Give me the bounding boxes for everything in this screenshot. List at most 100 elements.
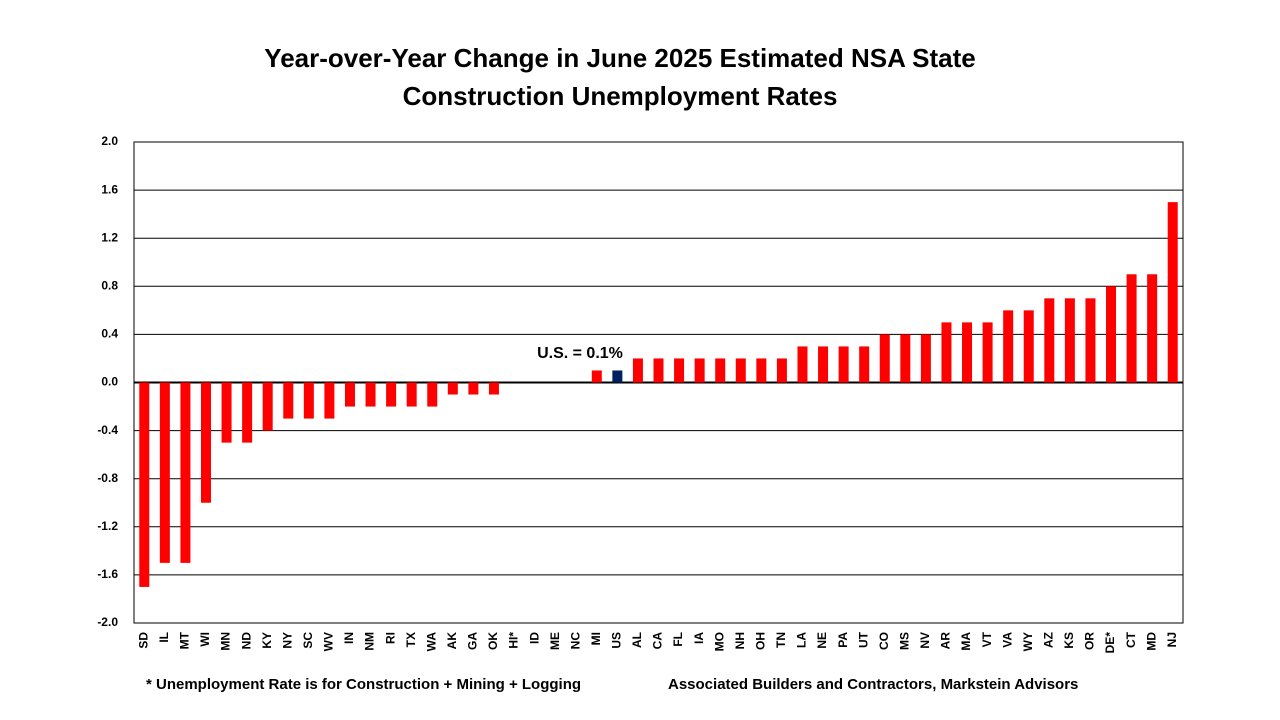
x-tick-label: VA	[1000, 632, 1014, 648]
x-tick-label: AK	[445, 632, 459, 650]
x-tick-label: US	[610, 632, 624, 649]
x-tick-label: WY	[1021, 632, 1035, 651]
bar	[591, 370, 602, 383]
x-tick-label: SC	[301, 632, 315, 649]
x-tick-label: WV	[322, 632, 336, 651]
x-tick-label: NV	[918, 632, 932, 649]
x-tick-label: MI	[589, 632, 603, 645]
x-tick-label: VT	[980, 631, 994, 647]
x-tick-label: NM	[363, 632, 377, 651]
x-tick-label: RI	[383, 632, 397, 644]
x-tick-label: LA	[795, 632, 809, 648]
bar	[365, 382, 376, 407]
bar	[468, 382, 479, 395]
bar	[920, 334, 931, 383]
x-tick-label: ND	[239, 632, 253, 650]
y-tick-label: 0.4	[101, 327, 118, 341]
bar	[262, 382, 273, 431]
bar	[1147, 274, 1158, 383]
x-tick-label: MT	[178, 631, 192, 649]
x-tick-label: ME	[548, 632, 562, 650]
bar	[1106, 286, 1117, 383]
bar	[1003, 310, 1014, 383]
x-tick-label: KY	[260, 632, 274, 649]
x-tick-label: CO	[877, 632, 891, 650]
x-tick-label: AZ	[1041, 632, 1055, 648]
x-tick-label: TN	[774, 632, 788, 648]
x-tick-label: CT	[1124, 631, 1138, 648]
x-tick-label: MO	[712, 632, 726, 651]
bar	[386, 382, 397, 407]
bar	[982, 322, 993, 383]
x-tick-label: WA	[424, 632, 438, 652]
x-tick-label: MA	[959, 632, 973, 651]
y-tick-label: 1.2	[101, 230, 118, 244]
bar	[180, 382, 191, 563]
x-tick-label: OH	[754, 632, 768, 650]
bar	[1023, 310, 1034, 383]
x-tick-label: AR	[939, 632, 953, 650]
x-tick-label: PA	[836, 632, 850, 648]
bar	[1167, 202, 1178, 383]
bar	[735, 358, 746, 383]
y-tick-label: -1.6	[97, 567, 118, 581]
x-tick-label: ID	[527, 632, 541, 644]
bar	[818, 346, 829, 383]
y-tick-label: -0.4	[97, 423, 118, 437]
bar	[653, 358, 664, 383]
x-tick-label: OK	[486, 632, 500, 650]
bar	[242, 382, 253, 443]
x-tick-label: NC	[568, 632, 582, 650]
y-tick-label: 2.0	[101, 134, 118, 148]
bar	[674, 358, 685, 383]
bar	[1085, 298, 1096, 383]
y-tick-label: 1.6	[101, 182, 118, 196]
bar	[159, 382, 170, 563]
bar	[447, 382, 458, 395]
bar	[303, 382, 314, 419]
bar	[962, 322, 973, 383]
bar	[879, 334, 890, 383]
x-tick-label: TX	[404, 632, 418, 647]
x-tick-label: UT	[856, 631, 870, 648]
x-tick-label: FL	[671, 632, 685, 647]
x-tick-label: NE	[815, 632, 829, 649]
y-tick-label: 0.0	[101, 375, 118, 389]
x-tick-label: NJ	[1165, 632, 1179, 647]
x-tick-label: MN	[219, 632, 233, 651]
bar	[776, 358, 787, 383]
x-tick-label: DE*	[1103, 632, 1117, 654]
bar	[859, 346, 870, 383]
x-tick-label: AL	[630, 632, 644, 648]
bar	[612, 370, 623, 383]
bar	[1064, 298, 1075, 383]
footnote: * Unemployment Rate is for Construction …	[146, 676, 581, 693]
bar	[221, 382, 232, 443]
bar	[406, 382, 417, 407]
bar	[797, 346, 808, 383]
x-tick-label: OR	[1083, 632, 1097, 650]
bar	[715, 358, 726, 383]
x-tick-label: GA	[466, 632, 480, 650]
chart-title: Year-over-Year Change in June 2025 Estim…	[264, 43, 975, 73]
chart-title: Construction Unemployment Rates	[403, 81, 838, 111]
bar	[283, 382, 294, 419]
x-tick-label: HI*	[507, 632, 521, 649]
annotation: U.S. = 0.1%	[537, 345, 623, 362]
y-tick-label: -1.2	[97, 519, 118, 533]
bar	[694, 358, 705, 383]
x-tick-label: NY	[280, 632, 294, 649]
x-tick-label: MD	[1144, 632, 1158, 651]
x-tick-label: CA	[651, 632, 665, 650]
bar	[900, 334, 911, 383]
bar	[756, 358, 767, 383]
bar	[941, 322, 952, 383]
y-tick-label: -0.8	[97, 471, 118, 485]
x-tick-label: WI	[198, 632, 212, 647]
bar	[200, 382, 211, 503]
y-tick-label: 0.8	[101, 278, 118, 292]
x-tick-label: IL	[157, 632, 171, 643]
y-tick-label: -2.0	[97, 615, 118, 629]
bar	[1126, 274, 1137, 383]
